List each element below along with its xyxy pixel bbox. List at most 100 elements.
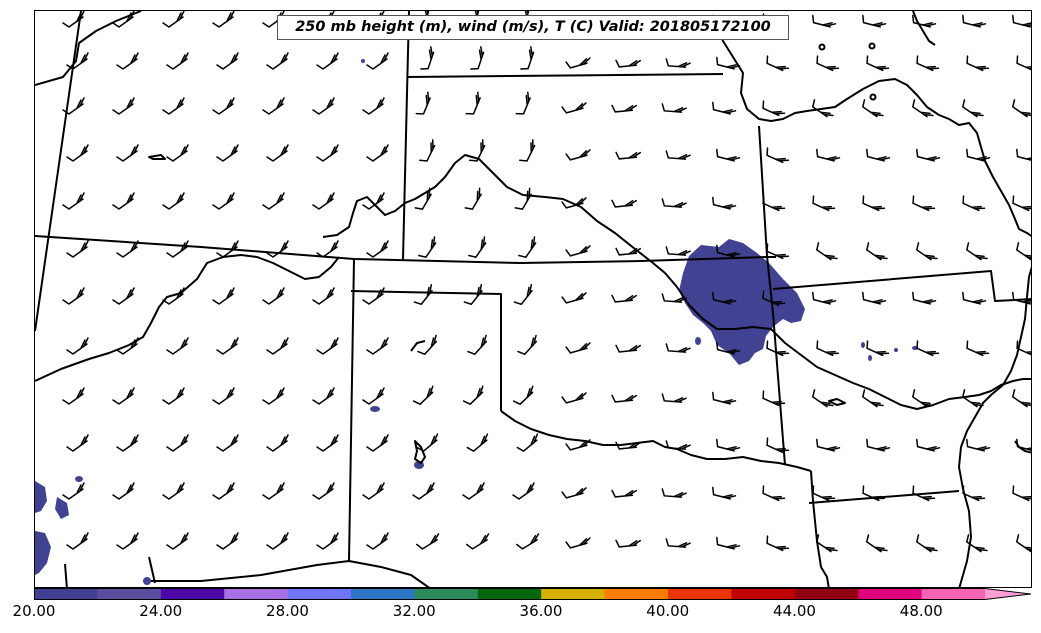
colorbar-segment <box>541 588 605 600</box>
wind-barb-icon <box>262 192 285 210</box>
colorbar-segment <box>604 588 669 600</box>
colorbar-segment <box>224 588 288 600</box>
wind-barb-icon <box>615 539 642 548</box>
border-line <box>808 490 960 504</box>
wind-barb-icon <box>915 242 938 261</box>
wind-barb-icon <box>66 240 89 258</box>
wind-barb-icon <box>465 91 481 115</box>
wind-barb-icon <box>266 434 289 452</box>
wind-barb-icon <box>416 433 439 453</box>
temperature-spot <box>143 577 151 585</box>
wind-barb-icon <box>216 337 239 355</box>
wind-barb-icon <box>762 290 786 307</box>
wind-barb-icon <box>212 287 235 305</box>
wind-barb-icon <box>468 236 487 259</box>
colorbar-tick-label: 28.00 <box>266 602 309 620</box>
wind-barb-icon <box>66 52 89 70</box>
wind-barb-icon <box>615 59 642 68</box>
wind-barb-icon <box>62 97 85 115</box>
wind-barb-icon <box>116 337 139 355</box>
wind-barb-icon <box>716 341 741 355</box>
colorbar-segment <box>34 588 98 600</box>
wind-barb-icon <box>861 389 884 408</box>
wind-barb-icon <box>811 389 834 408</box>
wind-barb-icon <box>112 387 135 405</box>
wind-barb-icon <box>611 104 638 113</box>
wind-barb-icon <box>766 147 790 164</box>
wind-barb-icon <box>561 197 587 209</box>
wind-barb-icon <box>1016 340 1031 357</box>
wind-barb-icon <box>912 14 937 28</box>
colorbar-segment <box>477 588 542 600</box>
wind-barb-icon <box>812 14 837 28</box>
wind-barb-icon <box>415 533 440 550</box>
wind-barb-icon <box>565 245 591 257</box>
wind-barb-icon <box>112 97 135 115</box>
wind-barb-icon <box>312 387 335 405</box>
wind-barb-icon <box>366 240 389 258</box>
border-line <box>758 125 786 466</box>
wind-barb-icon <box>866 55 890 72</box>
wind-barb-icon <box>911 389 934 408</box>
temperature-fill <box>35 59 918 585</box>
wind-barb-icon <box>515 91 531 115</box>
wind-barb-icon <box>665 440 691 450</box>
wind-barb-icon <box>812 291 837 305</box>
wind-barb-icon <box>565 57 591 69</box>
temperature-region-sw <box>35 481 69 575</box>
wind-barb-icon <box>762 485 786 502</box>
colorbar-tick-label: 40.00 <box>646 602 690 620</box>
wind-barb-icon <box>266 240 289 258</box>
wind-barb-icon <box>862 195 886 212</box>
wind-barb-icon <box>615 344 642 353</box>
temperature-spot <box>361 59 365 63</box>
border-line <box>64 563 68 587</box>
wind-barb-icon <box>362 482 385 500</box>
wind-barb-icon <box>816 55 840 72</box>
temperature-spot <box>894 348 898 352</box>
wind-barb-icon <box>965 242 988 261</box>
wind-barb-icon <box>212 192 235 210</box>
wind-barb-icon <box>166 144 189 162</box>
wind-barbs <box>62 11 1031 553</box>
wind-barb-icon <box>912 195 936 212</box>
wind-barb-icon <box>866 438 891 452</box>
wind-barb-icon <box>716 148 741 162</box>
wind-barb-icon <box>812 485 836 502</box>
wind-barb-icon <box>1011 389 1031 408</box>
wind-barb-icon <box>561 102 587 114</box>
wind-barb-icon <box>766 243 790 260</box>
border-line <box>348 258 355 562</box>
wind-barb-icon <box>665 246 691 256</box>
wind-barb-icon <box>212 482 235 500</box>
border-line <box>869 93 877 101</box>
border-line <box>35 254 340 382</box>
wind-barb-icon <box>961 99 984 118</box>
wind-barb-icon <box>266 532 289 550</box>
colorbar-segment <box>731 588 796 600</box>
wind-barb-icon <box>712 486 737 500</box>
wind-barb-icon <box>916 55 940 72</box>
wind-barb-icon <box>462 385 484 406</box>
wind-barb-icon <box>517 334 538 356</box>
wind-barb-icon <box>362 287 385 305</box>
wind-barb-icon <box>112 11 135 28</box>
border-line <box>414 440 426 464</box>
border-line <box>35 11 82 332</box>
wind-barb-icon <box>565 439 591 451</box>
wind-barb-icon <box>62 387 85 405</box>
wind-barb-icon <box>262 97 285 115</box>
wind-barb-icon <box>862 485 886 502</box>
wind-barb-icon <box>316 52 339 70</box>
colorbar-segment <box>921 588 986 600</box>
wind-barb-icon <box>962 291 987 305</box>
wind-barb-icon <box>166 434 189 452</box>
wind-barb-icon <box>418 236 437 259</box>
wind-barb-icon <box>216 52 239 70</box>
state-borders <box>35 11 1031 587</box>
wind-barb-icon <box>712 196 737 210</box>
wind-barb-icon <box>112 192 135 210</box>
wind-barb-icon <box>412 482 435 500</box>
wind-barb-icon <box>66 434 89 452</box>
wind-barb-icon <box>166 532 189 550</box>
